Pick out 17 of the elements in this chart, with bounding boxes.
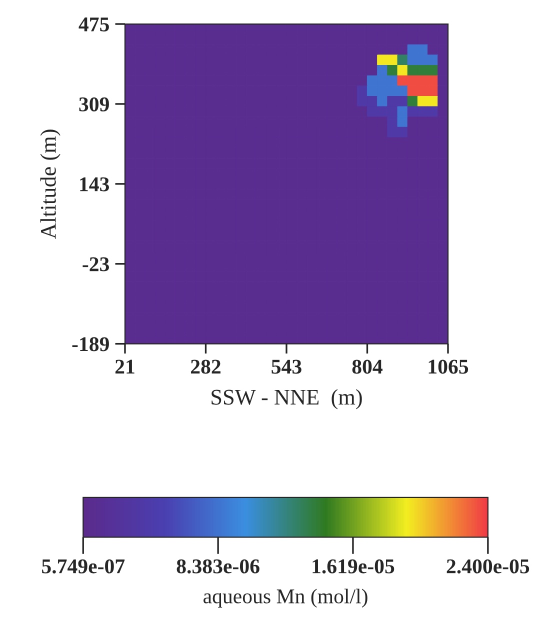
y-tick-label: 143 — [80, 177, 109, 192]
y-tick-label: -23 — [82, 257, 109, 272]
y-tick-label: 475 — [78, 18, 109, 32]
x-tick-label: 282 — [190, 360, 220, 374]
y-tick-label: -189 — [72, 337, 109, 352]
x-tick-label: 543 — [272, 360, 302, 374]
color-bar-label: 8.383e-06 — [176, 559, 260, 574]
x-axis-title: SSW - NNE (m) — [212, 389, 362, 410]
x-tick-label: 21 — [115, 360, 134, 374]
color-bar-label: 5.749e-07 — [42, 559, 125, 574]
color-bar-title: aqueous Mn (mol/l) — [204, 588, 368, 608]
y-tick-label: 309 — [79, 97, 109, 112]
color-bar-label: 1.619e-05 — [312, 559, 394, 574]
x-tick-label: 804 — [352, 360, 382, 374]
x-tick-label: 1065 — [428, 360, 468, 374]
y-axis-title: Altitude (m) — [40, 130, 60, 239]
color-bar-label: 2.400e-05 — [446, 559, 530, 574]
